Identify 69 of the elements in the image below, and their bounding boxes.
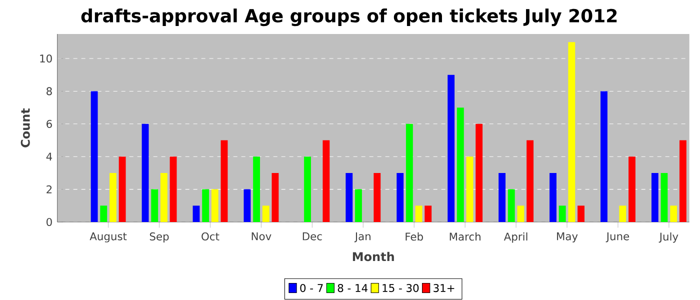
x-tick-label: Feb (406, 232, 423, 241)
x-tick-label: June (606, 232, 630, 242)
bar (151, 189, 158, 222)
x-tick-label: May (557, 232, 578, 242)
legend-label: 0 - 7 (300, 284, 323, 292)
bar (406, 124, 413, 222)
bar (202, 189, 210, 222)
y-tick-label: 4 (46, 152, 52, 160)
bar (90, 91, 98, 222)
y-tick-label: 10 (40, 54, 52, 63)
bar (466, 156, 474, 222)
bar (558, 206, 566, 222)
legend-label: 8 - 14 (338, 284, 368, 292)
x-tick-label: August (90, 232, 127, 242)
x-tick-label: Jan (354, 232, 370, 242)
bar (192, 206, 200, 222)
bar (679, 140, 686, 222)
bar (628, 156, 636, 222)
bar (600, 91, 608, 222)
bar (619, 206, 626, 222)
y-axis-title: Count (20, 108, 30, 148)
bar (660, 172, 668, 222)
bar (304, 156, 311, 222)
y-tick-label: 8 (46, 87, 52, 96)
x-tick-label: Sep (150, 232, 169, 243)
bar (262, 206, 270, 222)
bar (517, 206, 524, 222)
bar (578, 206, 584, 222)
bar (550, 172, 556, 222)
bar (670, 206, 678, 222)
x-tick-label: April (504, 232, 528, 243)
bar (272, 172, 279, 222)
bar (322, 140, 330, 222)
y-tick-label: 0 (46, 218, 52, 226)
bar (374, 172, 381, 222)
bar (456, 108, 464, 222)
x-tick-label: Dec (302, 232, 322, 240)
chart-title: drafts-approval Age groups of open tickets July 2012 (81, 8, 617, 26)
bar (244, 189, 251, 222)
bar (498, 172, 506, 222)
bar (160, 172, 168, 222)
bar (118, 156, 126, 222)
bar (568, 42, 576, 222)
x-tick-label: Oct (202, 232, 220, 240)
x-tick-label: March (450, 232, 480, 241)
legend-label: 31+ (434, 284, 454, 292)
legend-label: 15 - 30 (382, 284, 419, 292)
bar (253, 156, 260, 222)
x-tick-label: July (658, 232, 678, 243)
bar (396, 172, 404, 222)
bar (355, 189, 362, 222)
bar (415, 206, 422, 222)
bar (346, 172, 353, 222)
bar (508, 189, 515, 222)
bar (651, 172, 658, 222)
y-tick-label: 2 (46, 185, 52, 194)
bar (526, 140, 534, 222)
bar (220, 140, 228, 222)
bar (211, 189, 218, 222)
bar (100, 206, 108, 222)
bar (424, 206, 432, 222)
y-tick-label: 6 (46, 120, 52, 128)
bar (142, 124, 149, 222)
bar (170, 156, 177, 222)
x-tick-label: Nov (252, 232, 272, 240)
x-axis-title: Month (352, 252, 394, 262)
bar (448, 74, 455, 222)
bar (110, 172, 116, 222)
bar (476, 124, 483, 222)
